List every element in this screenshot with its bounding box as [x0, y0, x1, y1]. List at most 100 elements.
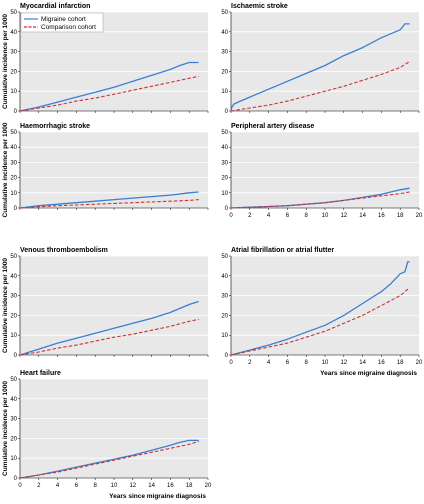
plot-background [231, 132, 419, 208]
x-tick-label: 8 [305, 213, 309, 219]
x-tick-label: 20 [416, 213, 423, 219]
legend-label: Comparison cohort [41, 24, 96, 31]
y-axis-label: Cumulative incidence per 1000 [2, 122, 9, 217]
plot-background [20, 132, 208, 208]
plot-background [20, 256, 208, 355]
x-tick-label: 0 [18, 483, 22, 489]
y-tick-label: 10 [10, 456, 17, 462]
legend-label: Migraine cohort [41, 16, 86, 23]
series-line-migraine [230, 23, 410, 112]
y-tick-label: 0 [14, 109, 18, 115]
y-tick-label: 40 [10, 30, 17, 36]
y-tick-label: 30 [10, 294, 17, 300]
x-tick-label: 18 [397, 213, 404, 219]
y-tick-label: 40 [221, 30, 228, 36]
y-tick-label: 10 [221, 89, 228, 95]
y-tick-label: 10 [221, 191, 228, 197]
y-tick-label: 0 [225, 206, 229, 212]
x-tick-label: 14 [148, 483, 155, 489]
y-tick-label: 20 [221, 69, 228, 75]
y-tick-label: 20 [10, 313, 17, 319]
y-tick-label: 50 [10, 377, 17, 383]
panel-title: Peripheral artery disease [231, 123, 314, 130]
x-tick-label: 6 [286, 213, 290, 219]
y-tick-label: 50 [221, 254, 228, 260]
series-line-comparison [230, 287, 410, 356]
y-tick-label: 20 [10, 436, 17, 442]
x-tick-label: 10 [322, 360, 329, 366]
y-tick-label: 10 [10, 89, 17, 95]
x-tick-label: 20 [205, 483, 212, 489]
series-line-migraine [19, 439, 199, 479]
x-tick-label: 0 [229, 360, 233, 366]
y-axis-label: Cumulative incidence per 1000 [2, 258, 9, 353]
panel-title: Venous thromboembolism [20, 247, 108, 254]
x-tick-label: 16 [378, 213, 385, 219]
panel-7: 0 10 20 30 40 50 0 2 4 6 8 10 12 14 16 18 20 Heart failur… [2, 370, 212, 500]
x-tick-label: 6 [75, 483, 79, 489]
y-tick-label: 50 [10, 254, 17, 260]
y-tick-label: 10 [221, 333, 228, 339]
y-tick-label: 20 [10, 69, 17, 75]
series-line-comparison [19, 318, 199, 356]
y-tick-label: 0 [14, 476, 18, 482]
x-tick-label: 2 [37, 483, 41, 489]
x-tick-label: 12 [129, 483, 136, 489]
x-tick-label: 16 [378, 360, 385, 366]
x-tick-label: 2 [248, 213, 252, 219]
y-tick-label: 30 [10, 417, 17, 423]
y-tick-label: 0 [14, 353, 18, 359]
x-tick-label: 14 [359, 360, 366, 366]
series-line-comparison [230, 61, 410, 112]
x-tick-label: 18 [397, 360, 404, 366]
x-tick-label: 10 [111, 483, 118, 489]
y-tick-label: 40 [221, 274, 228, 280]
y-tick-label: 40 [10, 274, 17, 280]
y-tick-label: 50 [10, 10, 17, 16]
y-tick-label: 20 [221, 313, 228, 319]
x-tick-label: 4 [267, 360, 271, 366]
y-tick-label: 30 [221, 294, 228, 300]
x-tick-label: 10 [322, 213, 329, 219]
y-tick-label: 40 [221, 145, 228, 151]
y-tick-label: 40 [10, 145, 17, 151]
y-tick-label: 0 [14, 206, 18, 212]
panel-title: Ischaemic stroke [231, 3, 288, 10]
x-tick-label: 20 [416, 360, 423, 366]
x-tick-label: 12 [340, 213, 347, 219]
plot-background [20, 379, 208, 478]
x-tick-label: 2 [248, 360, 252, 366]
x-axis-label: Years since migraine diagnosis [109, 493, 206, 500]
x-tick-label: 0 [229, 213, 233, 219]
plot-background [231, 12, 419, 111]
y-tick-label: 30 [10, 50, 17, 56]
y-axis-label: Cumulative incidence per 1000 [2, 14, 9, 109]
y-tick-label: 50 [221, 130, 228, 136]
panel-title: Haemorrhagic stroke [20, 123, 90, 130]
y-tick-label: 30 [221, 50, 228, 56]
y-tick-label: 50 [10, 130, 17, 136]
x-tick-label: 6 [286, 360, 290, 366]
y-tick-label: 40 [10, 397, 17, 403]
x-tick-label: 16 [167, 483, 174, 489]
panel-6: 0 10 20 30 40 50 0 2 4 6 8 10 12 14 16 18 20 Atrial fibri… [221, 247, 423, 377]
y-tick-label: 10 [10, 191, 17, 197]
panel-title: Heart failure [20, 370, 61, 377]
y-axis-label: Cumulative incidence per 1000 [2, 381, 9, 476]
series-line-migraine [230, 261, 410, 356]
x-tick-label: 14 [359, 213, 366, 219]
series-line-comparison [19, 75, 199, 112]
x-axis-label: Years since migraine diagnosis [320, 370, 417, 377]
x-tick-label: 12 [340, 360, 347, 366]
series-line-comparison [230, 191, 410, 209]
y-tick-label: 20 [221, 176, 228, 182]
x-tick-label: 8 [94, 483, 98, 489]
y-tick-label: 30 [10, 160, 17, 166]
panel-title: Myocardial infarction [20, 3, 90, 10]
y-tick-label: 10 [10, 333, 17, 339]
y-tick-label: 0 [225, 109, 229, 115]
